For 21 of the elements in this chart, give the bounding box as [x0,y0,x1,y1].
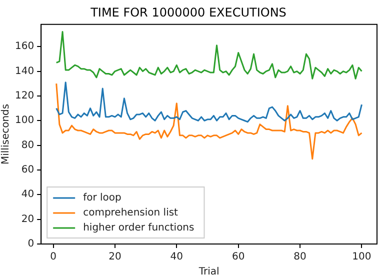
x-tick-label: 40 [170,252,184,263]
y-tick-label: 0 [28,238,34,250]
y-tick-label: 160 [14,41,34,52]
x-tick-label: 100 [352,252,372,263]
legend-label: comprehension list [83,208,178,219]
y-axis-title: Milliseconds [0,104,12,165]
y-tick-label: 40 [21,189,34,200]
y-tick-label: 60 [21,164,34,176]
x-tick-label: 60 [232,252,245,263]
legend-label: higher order functions [83,222,194,234]
y-tick-label: 140 [14,66,34,77]
y-tick-label: 80 [21,140,34,151]
x-axis-title: Trial [198,266,220,278]
x-tick-label: 20 [108,252,122,263]
y-tick-label: 100 [14,115,34,126]
x-tick-label: 0 [50,252,56,263]
chart-title: TIME FOR 1000000 EXECUTIONS [90,5,286,20]
legend-label: for loop [83,192,122,204]
x-tick-label: 80 [294,252,306,263]
y-tick-label: 120 [14,90,34,102]
y-tick-label: 20 [21,214,34,225]
